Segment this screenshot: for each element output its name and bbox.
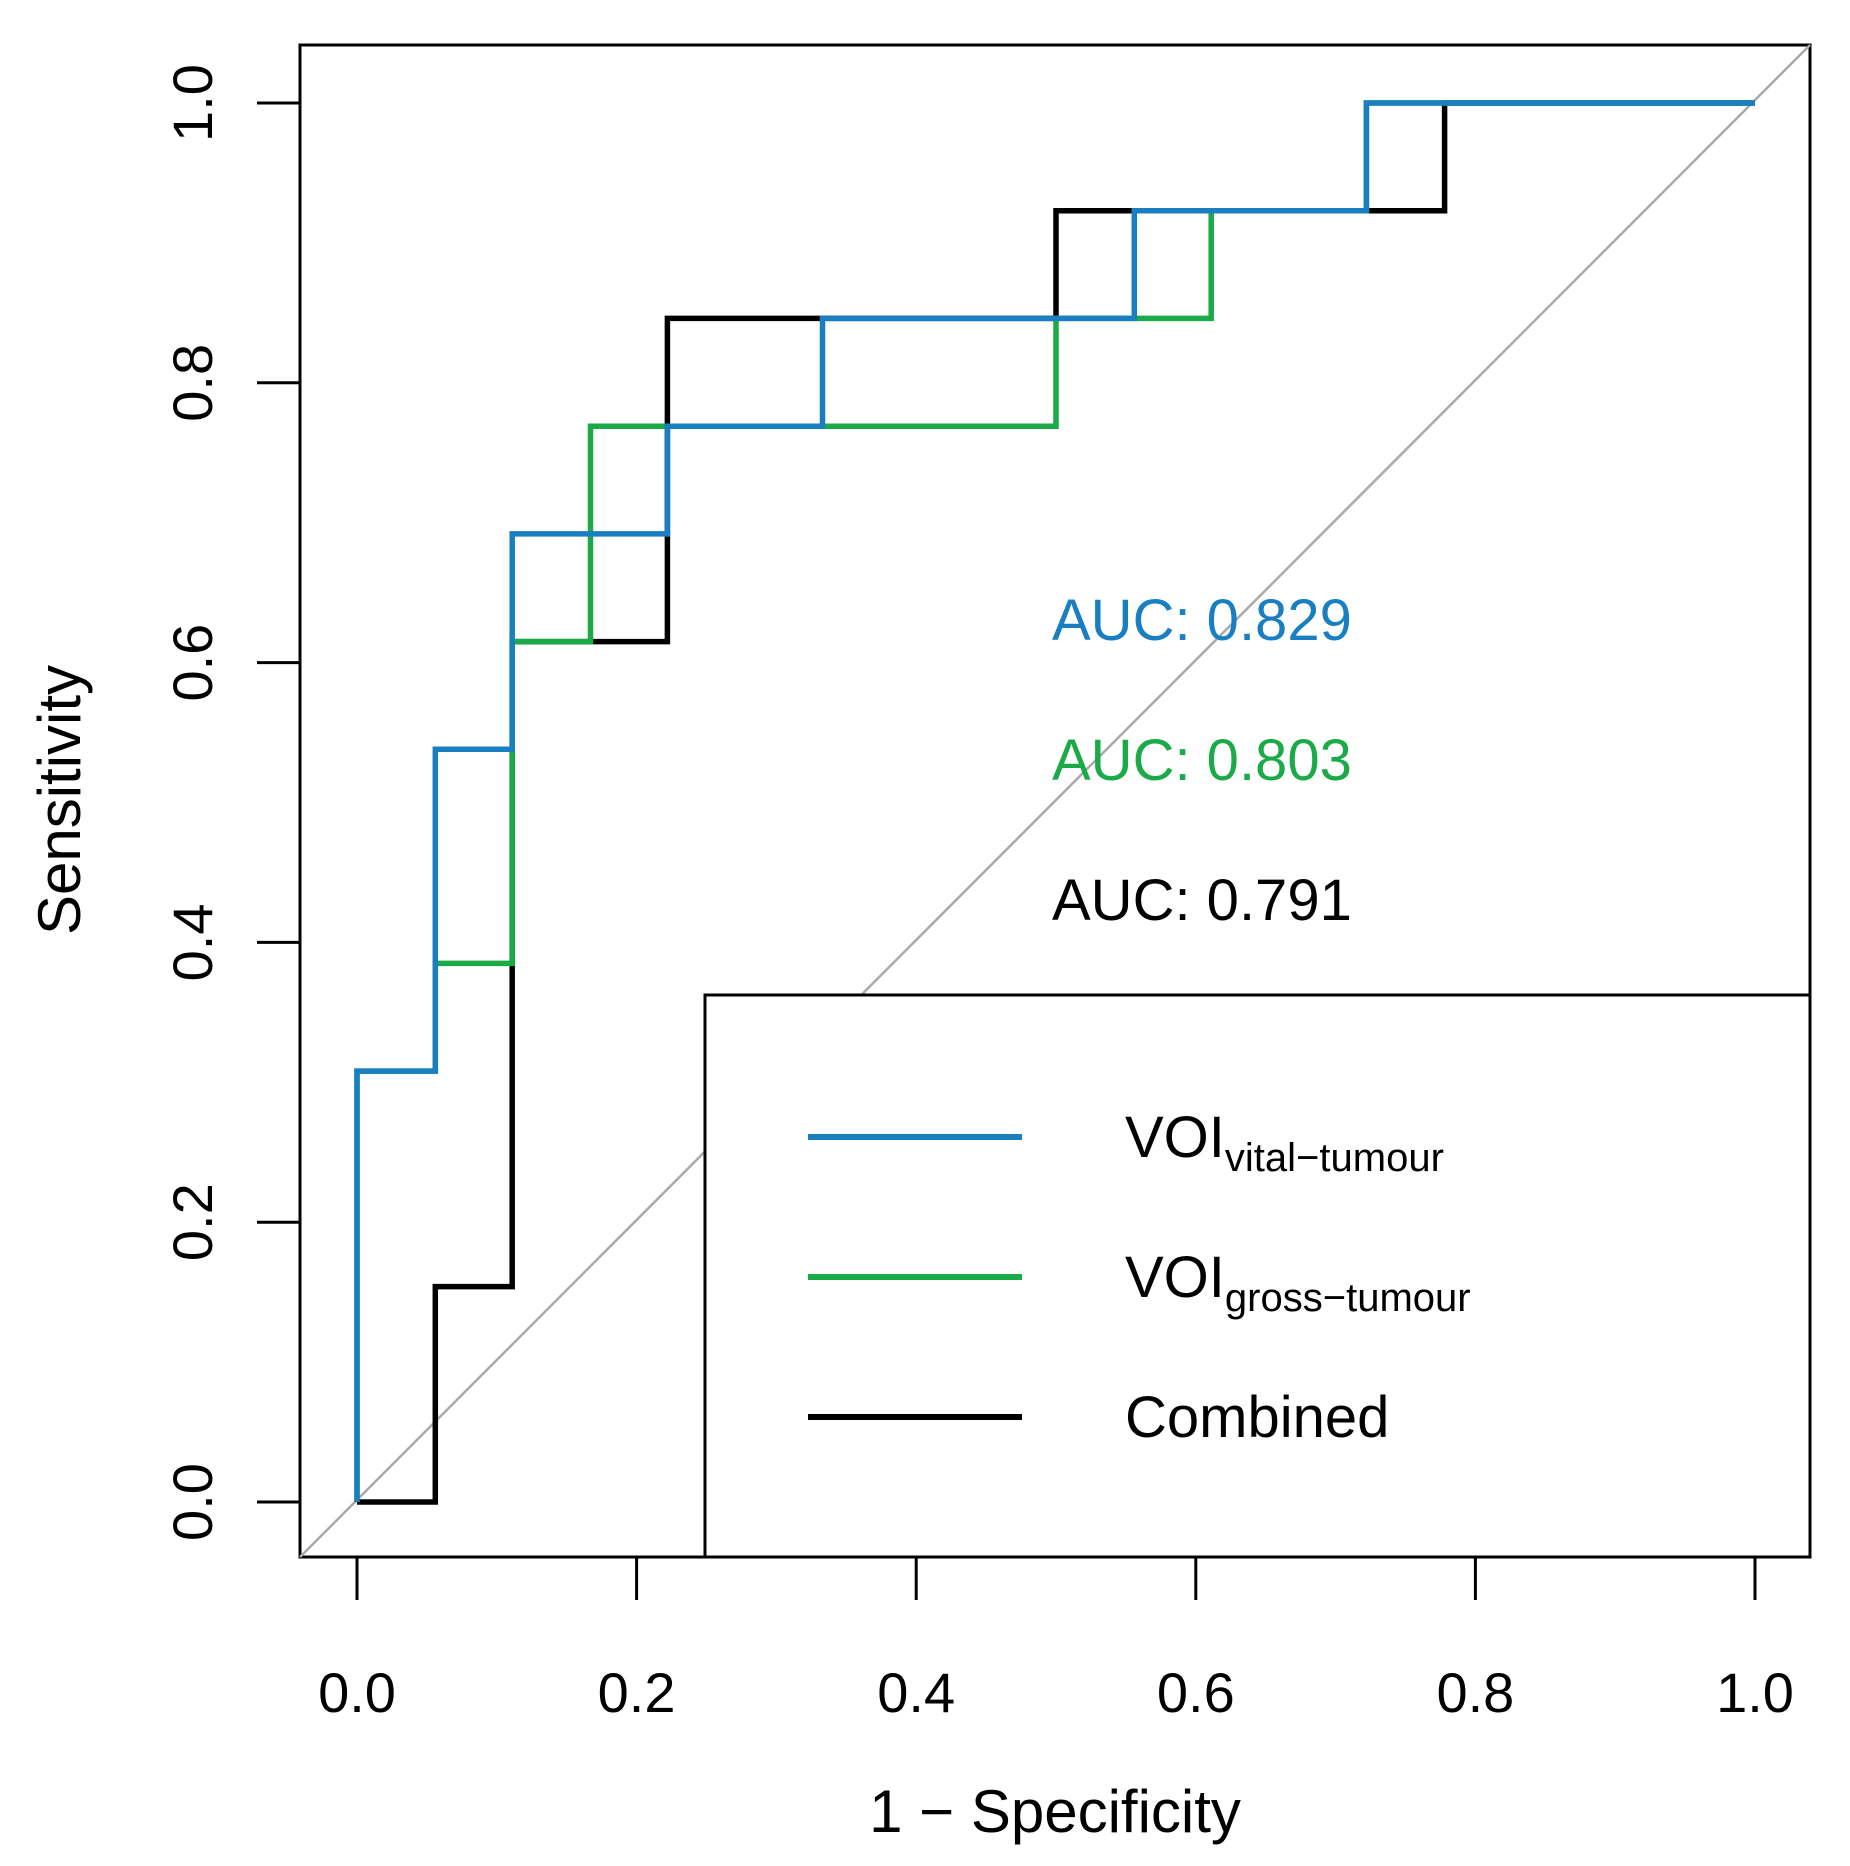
axes-layer: 0.0 0.2 0.4 0.6 0.8 1.0 0.0 0.2 0.4 0.6 0.8 1.0 bbox=[161, 64, 1794, 1724]
diagonal-reference-line bbox=[299, 44, 1811, 1558]
y-axis-title: Sensitivity bbox=[26, 665, 93, 935]
legend-label-combined: Combined bbox=[1125, 1385, 1389, 1450]
x-axis-title: 1 − Specificity bbox=[869, 1778, 1241, 1845]
y-tick-label: 0.4 bbox=[161, 903, 224, 981]
auc-label-gross: AUC: 0.803 bbox=[1052, 728, 1352, 793]
y-tick-label: 1.0 bbox=[161, 64, 224, 142]
diagonal-layer bbox=[299, 44, 1811, 1558]
legend: VOIvital−tumour VOIgross−tumour Combined bbox=[703, 993, 1812, 1559]
y-tick-label: 0.0 bbox=[161, 1463, 224, 1541]
auc-label-vital: AUC: 0.829 bbox=[1052, 588, 1352, 653]
auc-layer: AUC: 0.829 AUC: 0.803 AUC: 0.791 bbox=[1052, 588, 1352, 933]
y-tick-label: 0.2 bbox=[161, 1183, 224, 1261]
y-tick-label: 0.6 bbox=[161, 624, 224, 702]
x-tick-label: 0.6 bbox=[1157, 1661, 1235, 1724]
x-tick-label: 0.8 bbox=[1436, 1661, 1514, 1724]
x-tick-label: 0.4 bbox=[877, 1661, 955, 1724]
legend-label-gross: VOIgross−tumour bbox=[1125, 1245, 1471, 1320]
series-layer bbox=[354, 100, 1755, 1505]
x-tick-label: 1.0 bbox=[1716, 1661, 1794, 1724]
x-tick-label: 0.0 bbox=[318, 1661, 396, 1724]
roc-curve-vital bbox=[354, 100, 1755, 1502]
y-tick-label: 0.8 bbox=[161, 344, 224, 422]
legend-label-vital: VOIvital−tumour bbox=[1125, 1105, 1444, 1180]
x-tick-label: 0.2 bbox=[598, 1661, 676, 1724]
auc-label-combined: AUC: 0.791 bbox=[1052, 868, 1352, 933]
